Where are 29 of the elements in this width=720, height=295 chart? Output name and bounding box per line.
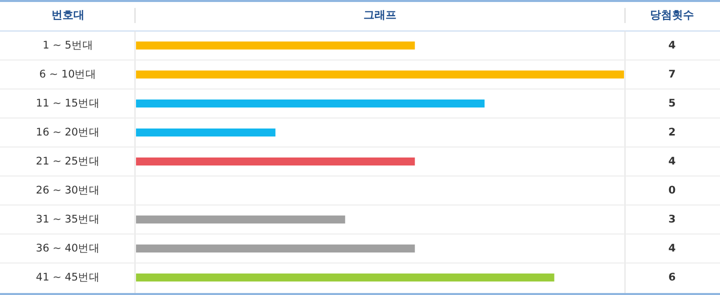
data-label: 5 <box>668 98 676 110</box>
bar <box>136 100 485 108</box>
y-tick-label: 1 ~ 5번대 <box>42 40 94 52</box>
data-label: 4 <box>668 40 676 52</box>
bar <box>136 42 415 50</box>
data-label: 2 <box>668 126 676 138</box>
bar <box>136 128 276 136</box>
y-tick-label: 6 ~ 10번대 <box>39 68 97 80</box>
chart-title: 그래프 <box>364 8 396 22</box>
y-tick-label: 26 ~ 30번대 <box>36 184 100 196</box>
data-label: 4 <box>668 242 676 254</box>
bar <box>136 70 624 78</box>
data-label: 0 <box>668 184 676 196</box>
y-tick-label: 31 ~ 35번대 <box>36 214 100 226</box>
data-label: 7 <box>668 68 676 80</box>
data-label: 3 <box>668 214 676 226</box>
bar <box>136 158 415 166</box>
data-label: 4 <box>668 156 676 168</box>
bar <box>136 244 415 252</box>
bar <box>136 274 554 282</box>
y-tick-label: 21 ~ 25번대 <box>36 156 100 168</box>
bar <box>136 216 346 224</box>
y-tick-label: 41 ~ 45번대 <box>36 272 100 284</box>
data-label: 6 <box>668 272 676 284</box>
y-tick-label: 16 ~ 20번대 <box>36 126 100 138</box>
y-tick-label: 11 ~ 15번대 <box>36 98 100 110</box>
y2-axis-title: 당첨횟수 <box>650 8 694 22</box>
y-axis-title: 번호대 <box>52 8 84 22</box>
y-tick-label: 36 ~ 40번대 <box>36 242 100 254</box>
